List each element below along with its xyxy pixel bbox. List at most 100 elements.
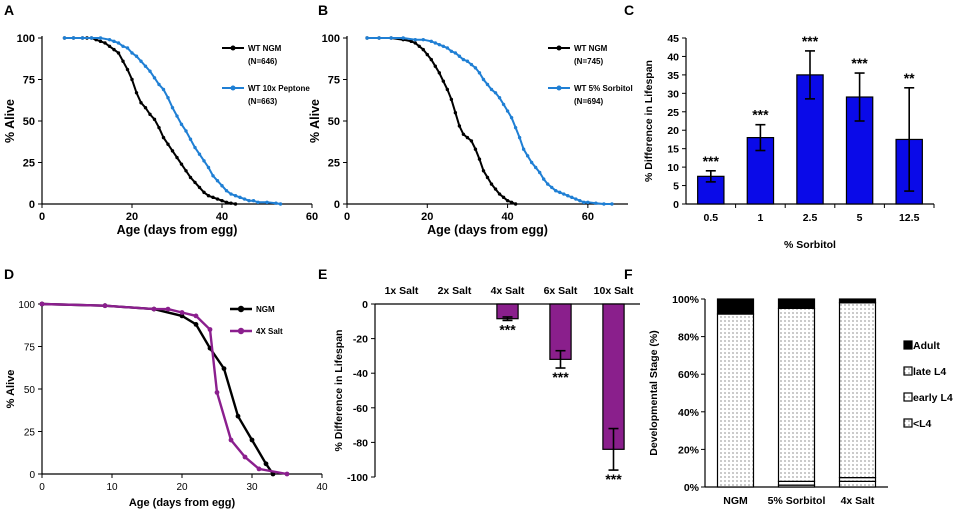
y-tick-label: 25	[328, 158, 340, 170]
category-label: 4x Salt	[841, 495, 875, 507]
data-point	[453, 51, 458, 55]
data-point	[249, 437, 255, 443]
data-point	[550, 185, 554, 190]
data-point	[433, 41, 438, 45]
data-point	[224, 189, 229, 193]
legend-n-count: (N=646)	[248, 57, 277, 66]
data-point	[235, 413, 241, 419]
data-point	[121, 59, 125, 63]
y-tick-label: 0	[362, 299, 368, 311]
data-point	[71, 36, 76, 40]
data-point	[211, 195, 215, 200]
data-point	[570, 195, 574, 200]
stacked-segment	[838, 302, 877, 479]
data-point	[554, 189, 558, 193]
legend-label: WT 10x Peptone	[248, 84, 310, 93]
data-point	[179, 313, 185, 319]
data-point	[193, 313, 199, 319]
data-point	[152, 117, 157, 122]
data-point	[437, 71, 442, 75]
data-point	[148, 69, 152, 73]
data-point	[473, 147, 478, 151]
data-point	[489, 87, 494, 92]
data-point	[582, 200, 586, 205]
y-tick-label: 60%	[678, 369, 700, 381]
data-point	[224, 200, 229, 205]
y-tick-label: 75	[23, 75, 35, 87]
panel-f-stacked-bar-chart: 0% 20% 40% 60% 80% 100% Developmental Stage (%…	[648, 294, 953, 507]
category-label: 2.5	[803, 212, 818, 224]
x-tick-label: 0	[344, 211, 350, 223]
data-point	[157, 125, 161, 130]
data-point	[469, 139, 474, 143]
data-point	[121, 44, 125, 48]
x-tick-label: 20	[421, 211, 433, 223]
data-point	[477, 71, 482, 75]
data-point	[278, 202, 283, 206]
legend-swatch-marker	[230, 85, 236, 91]
category-label: 12.5	[899, 212, 920, 224]
data-point	[465, 59, 470, 63]
data-point	[586, 200, 590, 205]
stacked-segment	[716, 298, 755, 315]
data-point	[116, 41, 121, 45]
category-label: 5% Sorbitol	[768, 495, 826, 507]
data-point	[465, 135, 470, 140]
y-tick-label: 20%	[678, 444, 700, 456]
data-point	[184, 169, 188, 173]
category-label: 0.5	[703, 212, 718, 224]
data-point	[574, 197, 578, 201]
category-label: 5	[857, 212, 863, 224]
data-point	[481, 169, 486, 173]
data-point	[161, 135, 166, 140]
data-point	[228, 437, 234, 443]
y-axis-title: Developmental Stage (%)	[648, 330, 660, 455]
data-point	[125, 46, 130, 50]
data-point	[433, 64, 438, 68]
y-tick-label: 0	[29, 199, 35, 211]
data-point	[143, 64, 148, 68]
x-tick-label: 60	[582, 211, 594, 223]
data-point	[170, 149, 175, 153]
legend-label: Adult	[913, 340, 940, 352]
data-point	[39, 301, 45, 307]
data-point	[389, 36, 393, 40]
y-tick-label: 35	[667, 70, 679, 82]
series-line-1	[41, 302, 288, 476]
data-point	[542, 177, 546, 181]
data-point	[263, 461, 269, 467]
data-point	[610, 202, 614, 206]
data-point	[238, 195, 242, 200]
data-point	[221, 366, 227, 371]
data-point	[134, 54, 139, 58]
data-point	[533, 165, 538, 170]
y-axis-title: % Alive	[308, 99, 322, 143]
data-point	[457, 54, 462, 58]
x-tick-label: 40	[501, 211, 513, 223]
data-point	[529, 160, 534, 165]
legend-label: late L4	[913, 366, 946, 378]
legend-swatch-marker	[237, 327, 245, 335]
panel-letter-d: D	[4, 266, 14, 282]
significance-label: ***	[802, 33, 819, 49]
significance-label: ***	[703, 153, 720, 169]
data-point	[413, 41, 417, 45]
data-point	[179, 162, 184, 166]
data-point	[166, 96, 170, 100]
data-point	[566, 194, 570, 198]
y-tick-label: 80%	[678, 332, 700, 344]
y-tick-label: 0	[334, 199, 340, 211]
data-point	[62, 36, 67, 40]
data-point	[256, 466, 262, 472]
data-point	[197, 152, 202, 156]
x-tick-label: 0	[39, 482, 45, 493]
data-point	[139, 101, 143, 105]
y-tick-label: 50	[23, 116, 35, 128]
data-point	[247, 198, 251, 203]
data-point	[89, 36, 94, 40]
data-point	[501, 195, 506, 200]
legend-swatch-marker	[230, 45, 236, 51]
bar	[845, 96, 874, 205]
data-point	[233, 202, 238, 206]
data-point	[481, 77, 486, 82]
